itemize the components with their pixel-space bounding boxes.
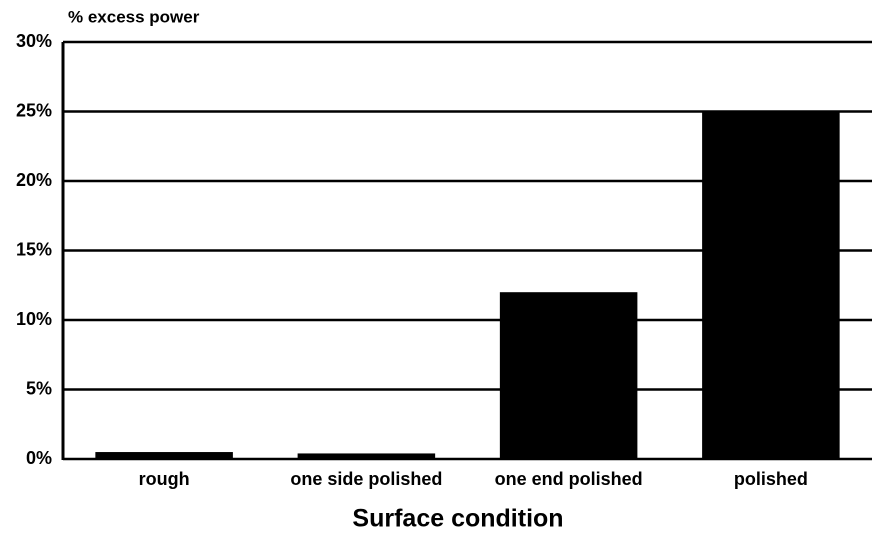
x-tick-label: polished <box>734 469 808 489</box>
y-tick-label: 0% <box>26 448 52 468</box>
bar <box>702 111 840 459</box>
y-tick-label: 15% <box>16 239 52 259</box>
y-tick-label: 10% <box>16 309 52 329</box>
x-tick-label: rough <box>139 469 190 489</box>
y-tick-label: 30% <box>16 31 52 51</box>
x-axis-title: Surface condition <box>352 505 563 533</box>
x-tick-label: one side polished <box>290 469 442 489</box>
y-axis-label: % excess power <box>68 7 200 26</box>
y-tick-label: 5% <box>26 378 52 398</box>
x-tick-label: one end polished <box>495 469 643 489</box>
y-tick-label: 20% <box>16 170 52 190</box>
bar <box>95 452 233 459</box>
bar <box>499 292 638 459</box>
bar <box>297 453 436 459</box>
y-tick-label: 25% <box>16 100 52 120</box>
